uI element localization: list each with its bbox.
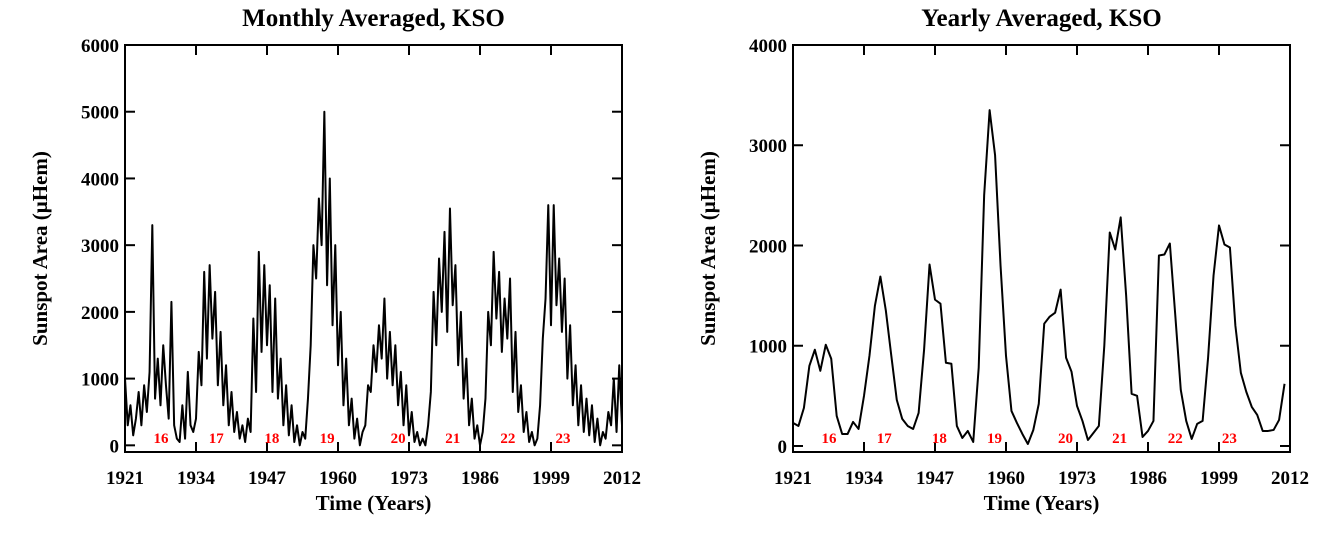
x-tick-label: 1934 [177, 468, 216, 489]
y-tick-label: 4000 [749, 36, 787, 57]
x-tick-label: 1960 [987, 468, 1025, 489]
y-tick-label: 2000 [749, 236, 787, 257]
cycle-label: 17 [877, 431, 893, 447]
x-tick-label: 1973 [1058, 468, 1096, 489]
x-tick-label: 2012 [603, 468, 641, 489]
cycle-label: 22 [500, 431, 515, 447]
y-tick-label: 4000 [81, 169, 119, 190]
x-tick-label: 1921 [774, 468, 812, 489]
y-tick-label: 1000 [81, 370, 119, 391]
chart-title: Monthly Averaged, KSO [242, 5, 505, 32]
cycle-label: 17 [209, 431, 225, 447]
x-axis-label: Time (Years) [316, 491, 432, 515]
y-tick-label: 1000 [749, 337, 787, 358]
y-tick-label: 2000 [81, 303, 119, 324]
cycle-label: 22 [1168, 431, 1183, 447]
x-axis-label: Time (Years) [984, 491, 1100, 515]
y-tick-label: 0 [110, 436, 120, 457]
x-tick-label: 1960 [319, 468, 357, 489]
y-tick-label: 6000 [81, 36, 119, 57]
data-line [792, 109, 1286, 445]
x-tick-label: 1934 [845, 468, 884, 489]
x-tick-label: 1921 [106, 468, 144, 489]
y-tick-label: 3000 [749, 136, 787, 157]
y-axis-label: Sunspot Area (μHem) [696, 151, 720, 346]
cycle-label: 23 [556, 431, 571, 447]
y-tick-label: 0 [778, 437, 788, 458]
x-tick-label: 1947 [248, 468, 287, 489]
cycle-label: 18 [264, 431, 279, 447]
x-tick-label: 1999 [532, 468, 570, 489]
cycle-label: 21 [445, 431, 460, 447]
y-axis-label: Sunspot Area (μHem) [28, 151, 52, 346]
x-tick-label: 1986 [461, 468, 499, 489]
plot-frame [792, 44, 1291, 453]
x-tick-label: 1973 [390, 468, 428, 489]
x-tick-label: 1986 [1129, 468, 1167, 489]
x-tick-label: 2012 [1271, 468, 1309, 489]
chart-title: Yearly Averaged, KSO [921, 5, 1161, 32]
cycle-label: 23 [1222, 431, 1237, 447]
cycle-label: 16 [154, 431, 170, 447]
cycle-label: 19 [320, 431, 335, 447]
y-tick-label: 5000 [81, 103, 119, 124]
cycle-label: 19 [987, 431, 1002, 447]
cycle-label: 16 [822, 431, 838, 447]
plot-frame [124, 44, 623, 453]
cycle-label: 20 [391, 431, 406, 447]
data-line [124, 110, 623, 447]
y-tick-label: 3000 [81, 236, 119, 257]
cycle-label: 21 [1112, 431, 1127, 447]
cycle-label: 18 [932, 431, 947, 447]
x-tick-label: 1947 [916, 468, 955, 489]
x-tick-label: 1999 [1200, 468, 1238, 489]
cycle-label: 20 [1058, 431, 1073, 447]
